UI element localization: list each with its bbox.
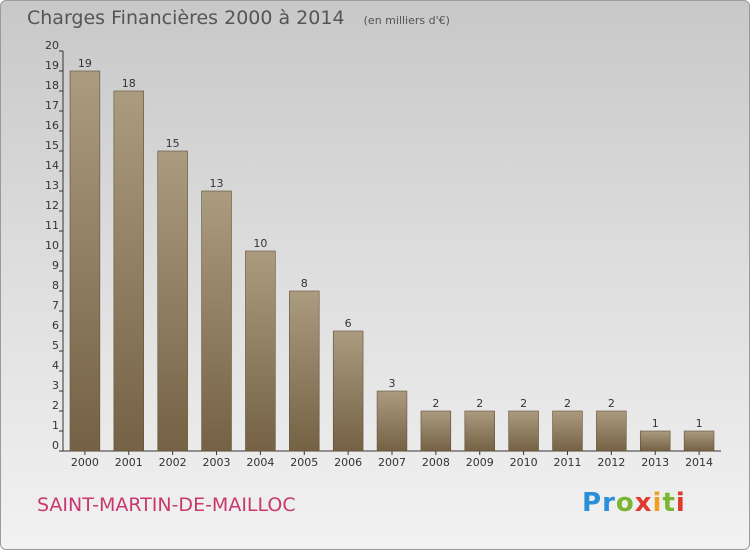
y-tick-label: 0 [52,439,59,452]
data-label-2004: 10 [253,237,267,250]
proxiti-logo[interactable]: Proxiti [582,488,686,518]
bar-2009 [464,410,495,452]
x-tick-label-2009: 2009 [466,456,494,469]
y-tick-label: 19 [45,59,59,72]
bar-2003 [201,190,232,452]
bar-2012 [596,410,627,452]
y-tick-label: 10 [45,239,59,252]
data-label-2013: 1 [652,417,659,430]
data-label-2007: 3 [389,377,396,390]
y-tick-label: 15 [45,139,59,152]
y-tick-label: 8 [52,279,59,292]
x-tick-label-2006: 2006 [334,456,362,469]
data-label-2001: 18 [122,77,136,90]
chart-subtitle: (en milliers d'€) [363,14,450,27]
y-tick-label: 12 [45,199,59,212]
x-axis: 2000 2001 2002 2003 2004 2005 2006 2007 2008 2009… [63,450,721,469]
x-tick-label-2004: 2004 [246,456,274,469]
bar-2005 [289,290,320,452]
y-tick-label: 17 [45,99,59,112]
y-tick-label: 1 [52,419,59,432]
y-tick-label: 4 [52,359,59,372]
bar-2006 [332,330,364,452]
y-tick-label: 13 [45,179,59,192]
x-tick-label-2003: 2003 [203,456,231,469]
commune-name: SAINT-MARTIN-DE-MAILLOC [37,494,296,516]
data-label-2005: 8 [301,277,308,290]
y-tick-label: 14 [45,159,59,172]
x-tick-label-2012: 2012 [597,456,625,469]
bar-2010 [508,410,539,452]
data-label-2008: 2 [432,397,439,410]
data-label-2012: 2 [608,397,615,410]
data-label-2014: 1 [696,417,703,430]
x-tick-label-2001: 2001 [115,456,143,469]
bar-2000 [69,70,101,452]
y-tick-label: 16 [45,119,59,132]
y-tick-label: 11 [45,219,59,232]
x-tick-label-2010: 2010 [510,456,538,469]
x-tick-label-2002: 2002 [159,456,187,469]
x-tick-label-2011: 2011 [553,456,581,469]
data-label-2011: 2 [564,397,571,410]
bar-2002 [157,150,188,452]
x-tick-label-2013: 2013 [641,456,669,469]
logo-letter: i [652,488,663,518]
logo-letter: o [615,488,635,518]
logo-letter: x [634,488,653,518]
y-tick-label: 20 [45,39,59,52]
y-tick-label: 9 [52,259,59,272]
bar-2008 [420,410,452,452]
x-tick-label-2000: 2000 [71,456,99,469]
x-tick-label-2005: 2005 [290,456,318,469]
x-tick-label-2007: 2007 [378,456,406,469]
bar-2004 [245,250,276,452]
x-tick-label-2008: 2008 [422,456,450,469]
data-label-2006: 6 [345,317,352,330]
logo-letter: r [602,488,616,518]
data-label-2002: 15 [166,137,180,150]
logo-letter: t [662,488,676,518]
bars: 19 18 15 13 10 8 6 3 2 2 2 2 2 1 1 [69,57,715,452]
y-tick-label: 3 [52,379,59,392]
bar-2007 [376,390,408,452]
data-label-2000: 19 [78,57,92,70]
y-tick-label: 6 [52,319,59,332]
y-tick-label: 18 [45,79,59,92]
data-label-2009: 2 [476,397,483,410]
bar-2001 [113,90,145,452]
logo-letter: P [582,488,603,518]
data-label-2010: 2 [520,397,527,410]
bar-2011 [552,410,583,452]
bar-2013 [639,430,671,452]
x-tick-label-2014: 2014 [685,456,713,469]
logo-letter: i [675,488,686,518]
y-tick-label: 2 [52,399,59,412]
bar-2014 [683,430,715,452]
chart-title: Charges Financières 2000 à 2014 [27,7,345,29]
data-label-2003: 13 [210,177,224,190]
y-tick-label: 7 [52,299,59,312]
y-tick-label: 5 [52,339,59,352]
chart-title-block: Charges Financières 2000 à 2014 (en mill… [27,7,450,29]
